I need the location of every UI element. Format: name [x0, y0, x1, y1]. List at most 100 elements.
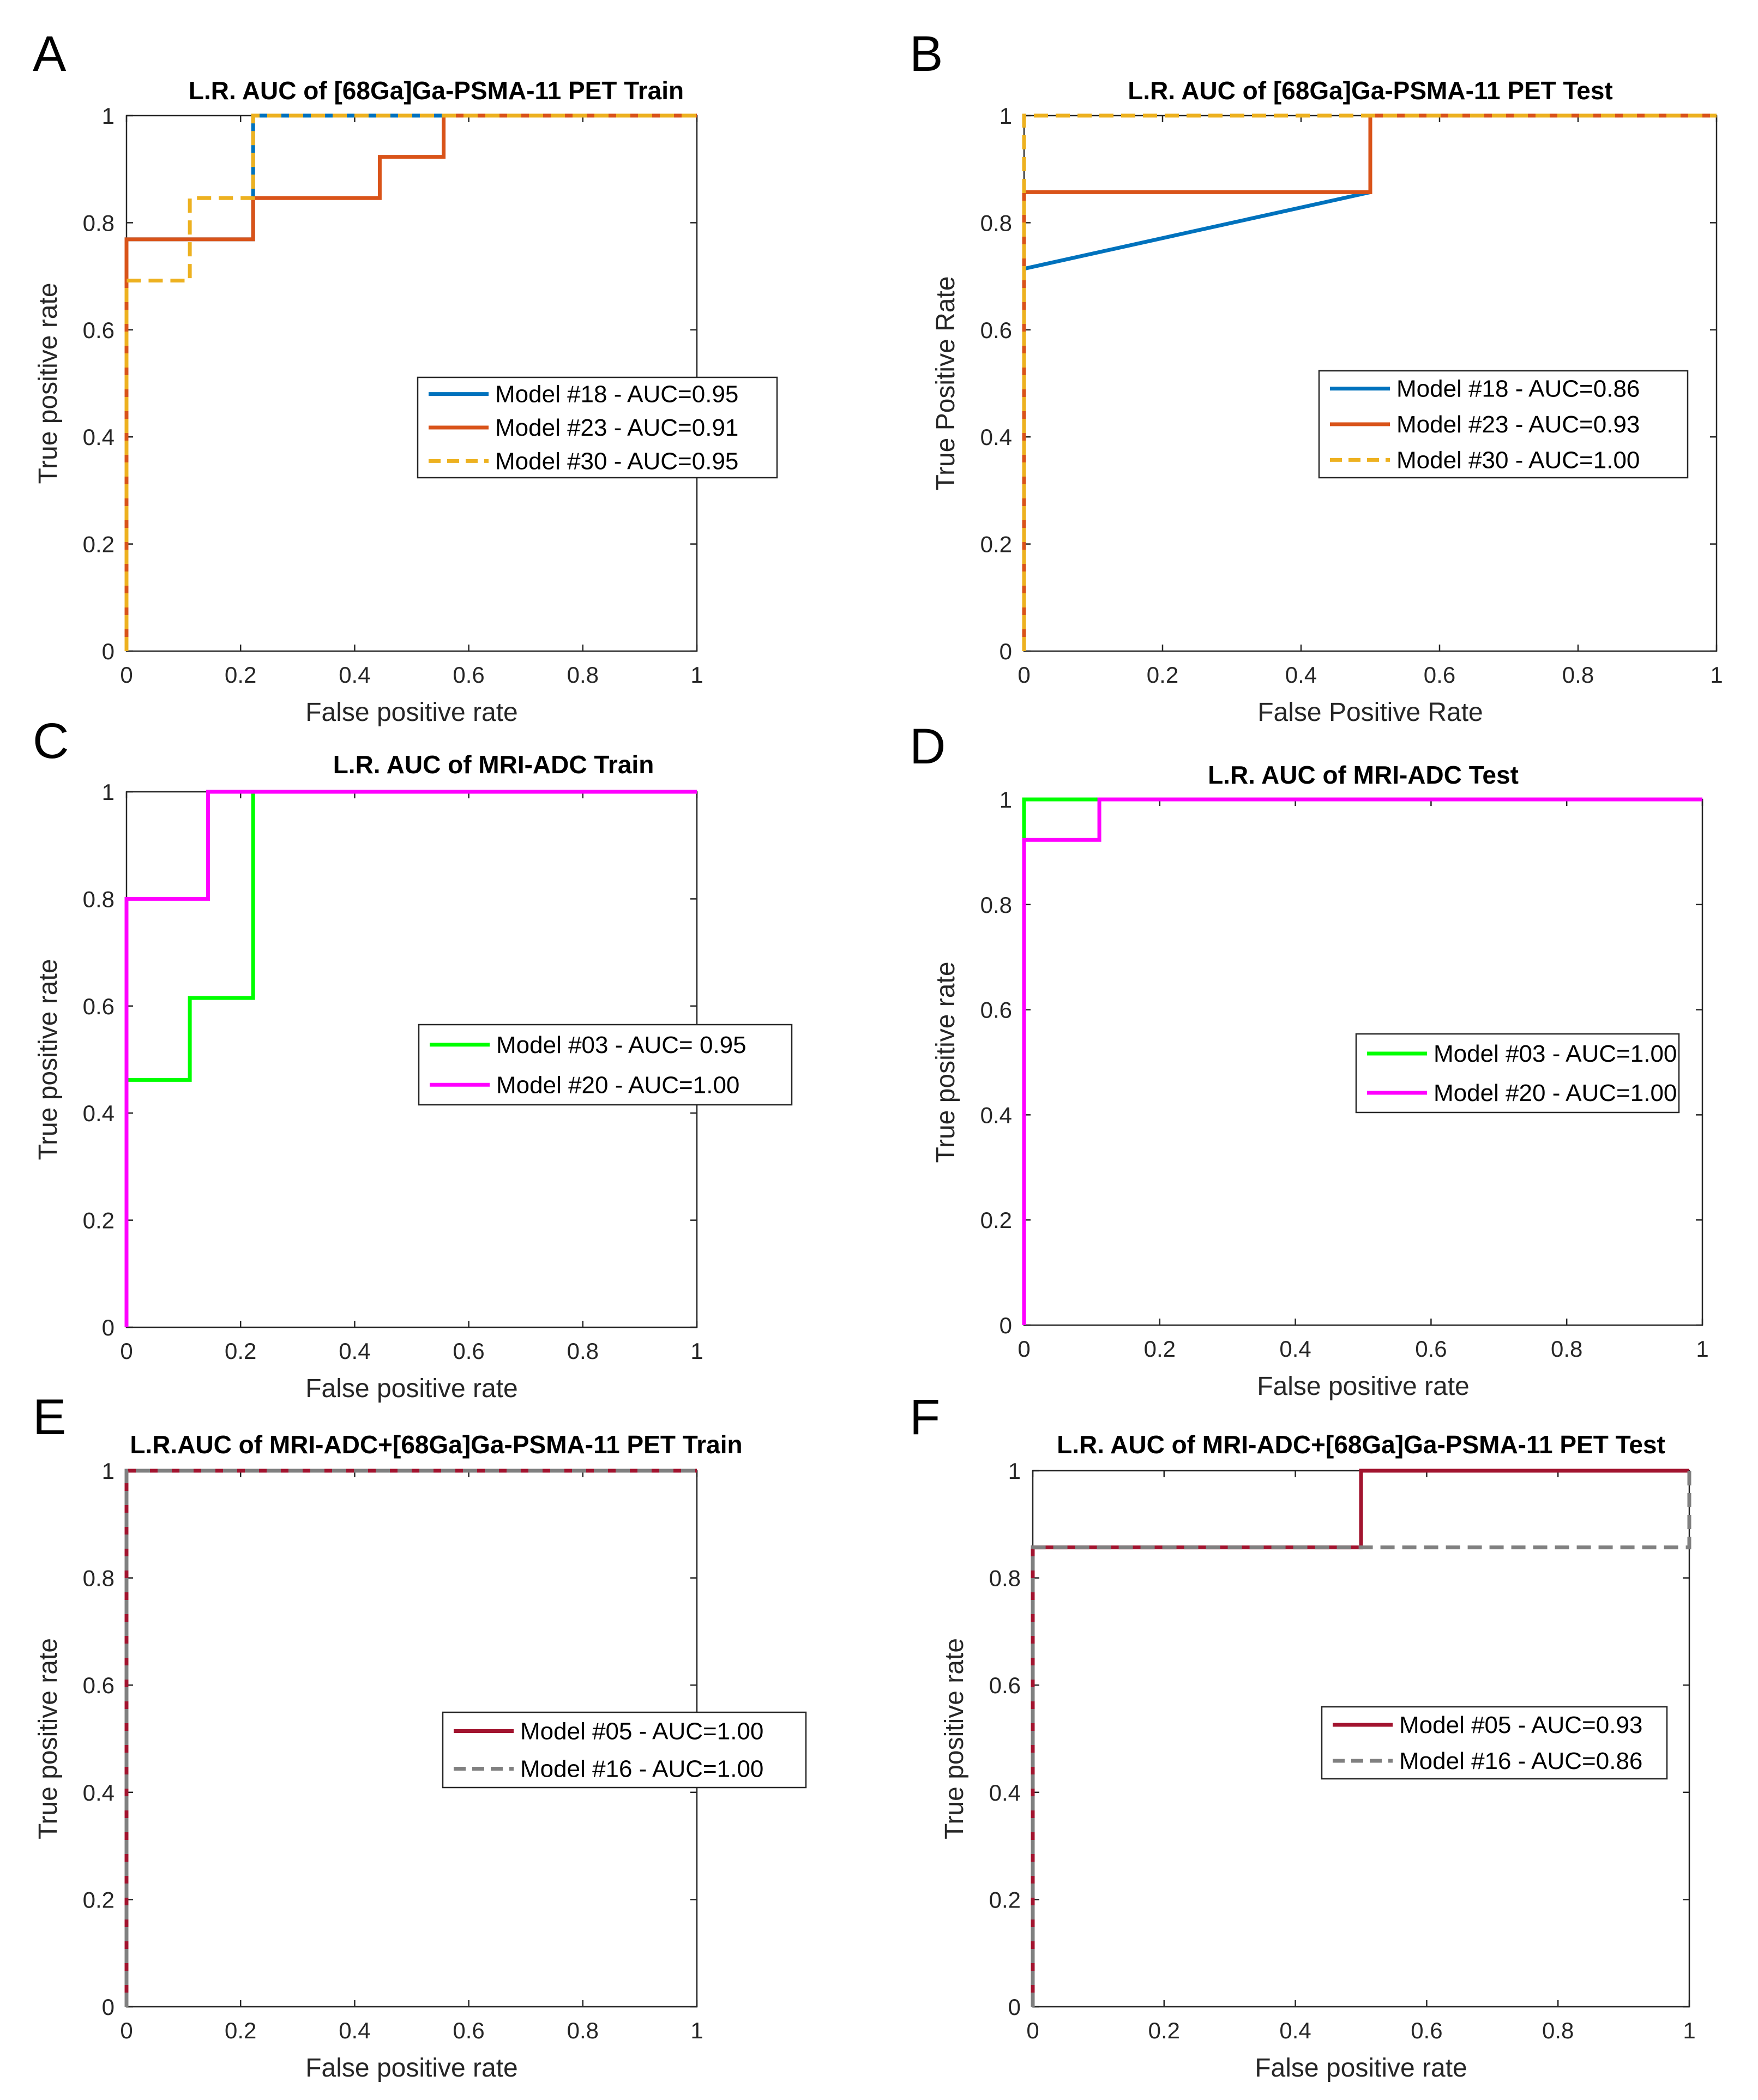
chart-title: L.R. AUC of [68Ga]Ga-PSMA-11 PET Test — [1128, 76, 1612, 105]
x-tick-label: 0.2 — [1144, 1336, 1176, 1362]
y-tick-label: 0 — [1000, 1313, 1012, 1338]
legend: Model #03 - AUC= 0.95 Model #20 - AUC=1.0… — [418, 1024, 793, 1106]
x-tick-label: 0 — [120, 662, 133, 688]
y-tick-label: 0.4 — [989, 1780, 1021, 1806]
x-tick-label: 0.2 — [225, 662, 256, 688]
y-tick-label: 0.4 — [83, 1100, 115, 1126]
y-tick-label: 0.2 — [980, 1207, 1012, 1233]
x-tick-label: 0 — [1018, 1336, 1030, 1362]
y-axis-label: True Positive Rate — [931, 276, 960, 490]
x-tick-label: 0.6 — [1411, 2018, 1442, 2043]
x-tick-label: 0.8 — [1542, 2018, 1574, 2043]
x-axis-label: False positive rate — [305, 2054, 518, 2083]
series-line-2 — [1031, 1471, 1691, 2007]
x-tick-label: 0.2 — [225, 2018, 256, 2043]
legend-entry: Model #03 - AUC= 0.95 — [496, 1032, 746, 1058]
legend-box — [418, 1024, 793, 1106]
y-tick-label: 0.8 — [980, 210, 1012, 236]
y-tick-label: 1 — [1000, 103, 1012, 129]
x-tick-label: 0.8 — [567, 1338, 599, 1364]
x-tick-label: 0.6 — [1415, 1336, 1447, 1362]
legend: Model #18 - AUC=0.95 Model #23 - AUC=0.91… — [417, 376, 778, 479]
y-tick-label: 0 — [102, 1315, 115, 1340]
legend-entry: Model #20 - AUC=1.00 — [496, 1072, 739, 1098]
y-tick-label: 0.4 — [83, 1780, 115, 1806]
panel-letter: C — [33, 713, 69, 769]
panel-c: C L.R. AUC of MRI-ADC Train 0 0.2 0.4 0.6 0.8 1… — [33, 713, 793, 1403]
x-tick-label: 1 — [1683, 2018, 1695, 2043]
chart-title: L.R. AUC of MRI-ADC Test — [1208, 761, 1519, 789]
series-line-3 — [124, 113, 697, 651]
x-tick-label: 0.4 — [339, 2018, 370, 2043]
y-tick-label: 1 — [102, 103, 115, 129]
y-tick-label: 0.8 — [980, 892, 1012, 918]
legend: Model #05 - AUC=0.93 Model #16 - AUC=0.86 — [1321, 1706, 1668, 1780]
y-tick-label: 0.6 — [989, 1672, 1021, 1698]
x-tick-label: 0.4 — [1279, 2018, 1311, 2043]
x-tick-label: 0.8 — [567, 662, 599, 688]
chart-title: L.R.AUC of MRI-ADC+[68Ga]Ga-PSMA-11 PET … — [130, 1430, 742, 1459]
x-tick-label: 0.8 — [1551, 1336, 1582, 1362]
y-tick-label: 0.2 — [989, 1887, 1021, 1912]
x-tick-label: 0 — [120, 2018, 133, 2043]
x-tick-label: 0.6 — [453, 662, 484, 688]
x-tick-label: 0.6 — [453, 1338, 484, 1364]
y-axis-label: True positive rate — [34, 959, 63, 1160]
panel-f: F L.R. AUC of MRI-ADC+[68Ga]Ga-PSMA-11 PE… — [910, 1389, 1696, 2083]
panel-letter: A — [33, 26, 67, 82]
series-line-3 — [1022, 113, 1717, 651]
y-axis-label: True positive rate — [34, 1638, 63, 1839]
y-tick-label: 0.6 — [83, 994, 115, 1019]
legend-entry: Model #16 - AUC=1.00 — [520, 1756, 763, 1783]
y-axis-label: True positive rate — [940, 1638, 969, 1839]
x-tick-label: 1 — [690, 2018, 703, 2043]
x-axis-label: False positive rate — [305, 698, 518, 727]
legend-box — [1321, 1706, 1668, 1780]
x-tick-label: 0.6 — [453, 2018, 484, 2043]
legend-entry: Model #16 - AUC=0.86 — [1399, 1748, 1642, 1774]
x-axis-label: False positive rate — [1255, 2054, 1467, 2083]
y-tick-label: 0.2 — [83, 1208, 115, 1233]
panel-letter: D — [910, 719, 946, 774]
chart-title: L.R. AUC of MRI-ADC Train — [333, 750, 654, 779]
x-tick-label: 1 — [690, 662, 703, 688]
y-tick-label: 0.2 — [980, 532, 1012, 557]
legend-entry: Model #23 - AUC=0.93 — [1396, 411, 1640, 438]
y-tick-label: 0.4 — [980, 1102, 1012, 1128]
y-axis-label: True positive rate — [34, 282, 63, 484]
y-tick-label: 1 — [102, 779, 115, 805]
series-line-2 — [124, 790, 697, 1327]
y-tick-label: 0.8 — [83, 1566, 115, 1591]
panel-a: A L.R. AUC of [68Ga]Ga-PSMA-11 PET Train 0… — [33, 26, 778, 727]
y-tick-label: 0 — [102, 639, 115, 664]
x-tick-label: 1 — [1696, 1336, 1708, 1362]
x-tick-label: 0.4 — [1285, 662, 1317, 688]
legend: Model #18 - AUC=0.86 Model #23 - AUC=0.93… — [1318, 370, 1689, 479]
y-tick-label: 0 — [1000, 639, 1012, 664]
legend-entry: Model #03 - AUC=1.00 — [1434, 1040, 1677, 1067]
x-tick-label: 0.4 — [1279, 1336, 1311, 1362]
legend: Model #03 - AUC=1.00 Model #20 - AUC=1.00 — [1355, 1033, 1680, 1114]
x-tick-label: 0.8 — [1562, 662, 1594, 688]
y-tick-label: 0.6 — [83, 1672, 115, 1698]
legend-entry: Model #18 - AUC=0.86 — [1396, 376, 1640, 402]
y-tick-label: 1 — [102, 1458, 115, 1484]
panel-d: D L.R. AUC of MRI-ADC Test 0 0.2 0.4 0.6 0.8 1 0… — [910, 719, 1709, 1401]
y-tick-label: 0 — [1008, 1994, 1021, 2020]
y-tick-label: 0.8 — [989, 1566, 1021, 1591]
x-axis-label: False positive rate — [305, 1374, 518, 1403]
y-tick-label: 0 — [102, 1994, 115, 2020]
series-line-2 — [1022, 797, 1702, 1325]
x-axis-label: False positive rate — [1257, 1372, 1470, 1401]
y-tick-label: 0.2 — [83, 532, 115, 557]
y-tick-label: 0.4 — [980, 424, 1012, 450]
y-tick-label: 0.6 — [980, 997, 1012, 1023]
panel-letter: E — [33, 1389, 66, 1445]
x-tick-label: 0 — [120, 1338, 133, 1364]
y-tick-label: 0.6 — [980, 317, 1012, 343]
x-tick-label: 0.2 — [225, 1338, 256, 1364]
x-tick-label: 0.8 — [567, 2018, 599, 2043]
x-tick-label: 1 — [1710, 662, 1723, 688]
